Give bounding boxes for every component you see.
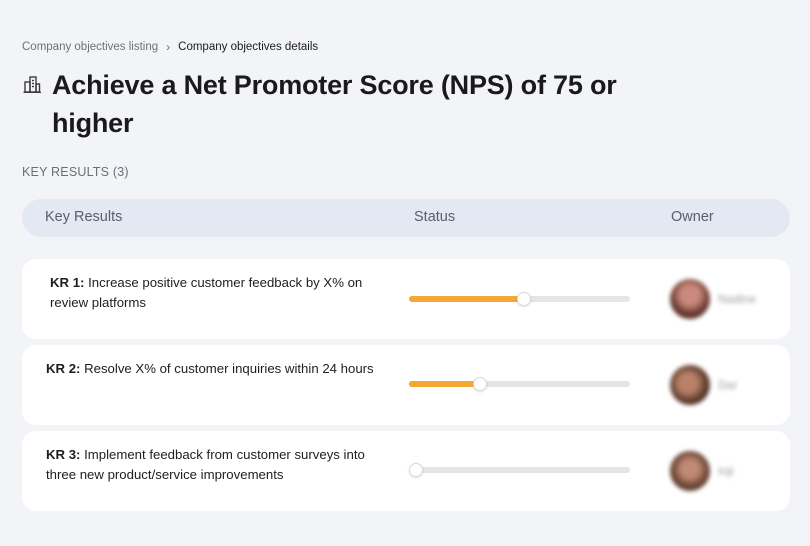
progress-knob: [473, 378, 486, 390]
progress-bar: [409, 464, 630, 476]
key-result-row[interactable]: KR 1: Increase positive customer feedbac…: [22, 259, 790, 339]
breadcrumb: Company objectives listing › Company obj…: [22, 40, 318, 54]
column-header-status: Status: [414, 209, 456, 225]
owner-name: Nadine: [718, 292, 757, 306]
key-result-tag: KR 3:: [46, 447, 81, 462]
key-result-tag: KR 1:: [50, 275, 85, 290]
owner-name: Inji: [718, 464, 734, 478]
progress-bar: [409, 378, 630, 390]
key-results-table-header: Key Results Status Owner: [22, 199, 790, 237]
building-icon: [23, 76, 41, 93]
progress-knob: [409, 464, 422, 476]
avatar: [670, 279, 710, 319]
page-title: Achieve a Net Promoter Score (NPS) of 75…: [52, 70, 617, 138]
key-result-text: Implement feedback from customer surveys…: [46, 447, 365, 482]
column-header-owner: Owner: [671, 209, 714, 225]
owner: Dar: [670, 365, 737, 405]
progress-knob: [517, 293, 530, 305]
owner: Inji: [670, 451, 733, 491]
avatar: [670, 451, 710, 491]
chevron-right-icon: ›: [166, 40, 171, 54]
key-result-description: KR 2: Resolve X% of customer inquiries w…: [46, 359, 376, 379]
progress-fill: [409, 381, 480, 387]
owner: Nadine: [670, 279, 756, 319]
title-row: Achieve a Net Promoter Score (NPS) of 75…: [22, 66, 682, 142]
progress-fill: [409, 296, 524, 302]
progress-bar: [409, 293, 630, 305]
key-result-description: KR 1: Increase positive customer feedbac…: [50, 273, 380, 313]
key-result-row[interactable]: KR 3: Implement feedback from customer s…: [22, 431, 790, 511]
key-result-text: Resolve X% of customer inquiries within …: [84, 361, 374, 376]
key-result-description: KR 3: Implement feedback from customer s…: [46, 445, 376, 485]
key-result-text: Increase positive customer feedback by X…: [50, 275, 363, 310]
key-result-tag: KR 2:: [46, 361, 81, 376]
breadcrumb-current: Company objectives details: [178, 41, 319, 53]
key-result-row[interactable]: KR 2: Resolve X% of customer inquiries w…: [22, 345, 790, 425]
breadcrumb-link-objectives-listing[interactable]: Company objectives listing: [22, 41, 159, 53]
avatar: [670, 365, 710, 405]
column-header-key-results: Key Results: [45, 209, 123, 225]
key-results-count-label: KEY RESULTS (3): [22, 165, 129, 179]
owner-name: Dar: [718, 378, 738, 392]
